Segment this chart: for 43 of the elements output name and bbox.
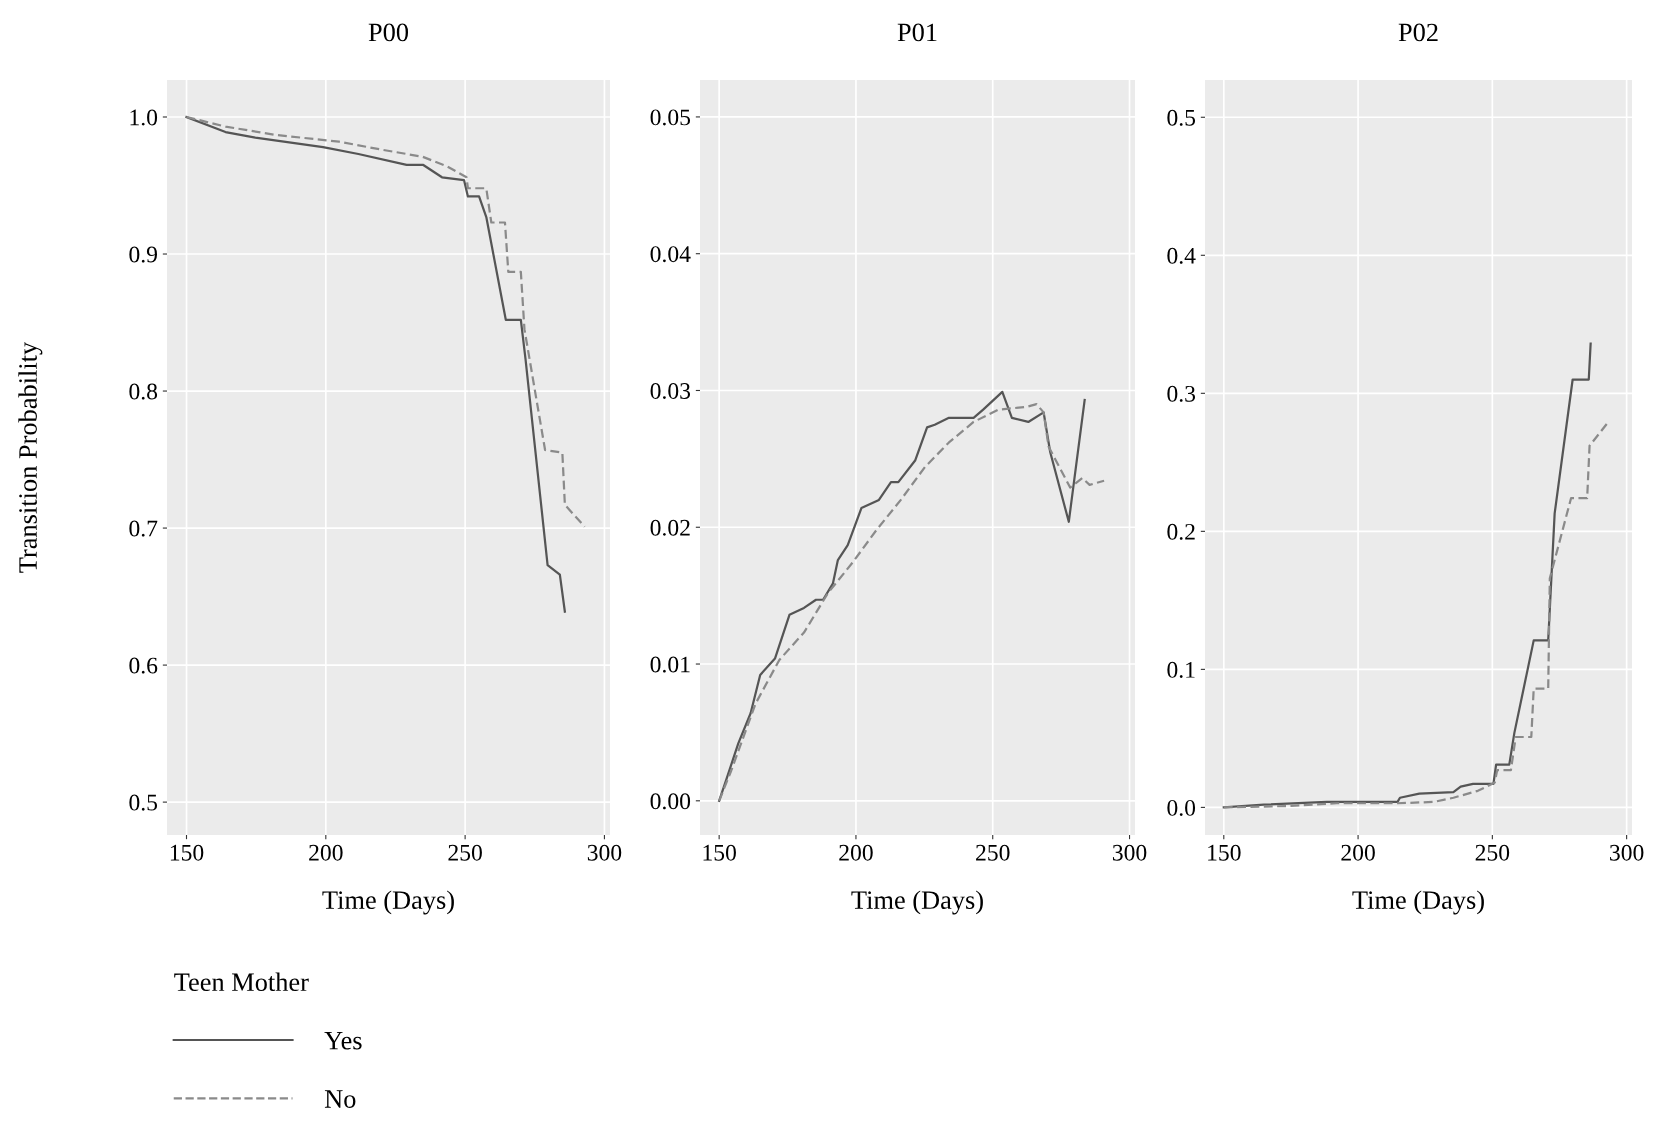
x-tick-label: 150 bbox=[170, 844, 204, 861]
chart-title: P01 bbox=[897, 23, 937, 42]
y-tick-label: 0.0 bbox=[1167, 799, 1196, 816]
line-series bbox=[185, 115, 566, 613]
chart-title: P02 bbox=[1398, 23, 1438, 42]
x-axis-title: Time (Days) bbox=[851, 890, 983, 915]
x-tick-label: 300 bbox=[1112, 844, 1147, 861]
y-tick-label: 0.8 bbox=[129, 383, 158, 400]
y-tick-label: 0.04 bbox=[650, 246, 691, 263]
x-tick-label: 250 bbox=[448, 844, 482, 861]
y-tick-label: 0.5 bbox=[129, 794, 158, 811]
line-series bbox=[1222, 342, 1592, 809]
x-tick-label: 200 bbox=[309, 844, 343, 861]
y-tick-label: 0.05 bbox=[650, 109, 691, 126]
x-tick-label: 300 bbox=[1610, 844, 1644, 861]
x-tick-label: 150 bbox=[703, 844, 736, 861]
legend-label: Yes bbox=[324, 1031, 362, 1050]
y-tick-label: 0.5 bbox=[1167, 109, 1196, 126]
chart-title: P00 bbox=[368, 23, 409, 42]
x-tick-label: 200 bbox=[1341, 844, 1375, 861]
line-series bbox=[185, 115, 586, 528]
x-tick-label: 250 bbox=[1475, 844, 1510, 861]
y-tick-label: 0.6 bbox=[129, 657, 158, 674]
y-tick-label: 0.3 bbox=[1167, 385, 1196, 402]
x-tick-label: 150 bbox=[1208, 844, 1241, 861]
x-tick-label: 250 bbox=[976, 844, 1010, 861]
y-tick-label: 1.0 bbox=[130, 109, 158, 126]
y-axis-title: Transition Probability bbox=[18, 341, 43, 573]
legend-label: No bbox=[324, 1090, 356, 1108]
legend-title: Teen Mother bbox=[174, 972, 309, 992]
y-tick-label: 0.9 bbox=[129, 246, 158, 263]
y-tick-label: 0.02 bbox=[650, 519, 690, 536]
x-tick-label: 200 bbox=[839, 844, 873, 861]
y-tick-label: 0.00 bbox=[650, 793, 691, 810]
y-tick-label: 0.7 bbox=[129, 520, 158, 537]
x-tick-label: 300 bbox=[587, 844, 622, 861]
x-axis-title: Time (Days) bbox=[1352, 890, 1484, 915]
y-tick-label: 0.2 bbox=[1167, 523, 1195, 540]
y-tick-label: 0.1 bbox=[1167, 661, 1195, 678]
y-tick-label: 0.4 bbox=[1167, 247, 1196, 264]
y-tick-label: 0.03 bbox=[650, 382, 691, 400]
y-tick-label: 0.01 bbox=[650, 656, 690, 673]
x-axis-title: Time (Days) bbox=[322, 890, 454, 915]
